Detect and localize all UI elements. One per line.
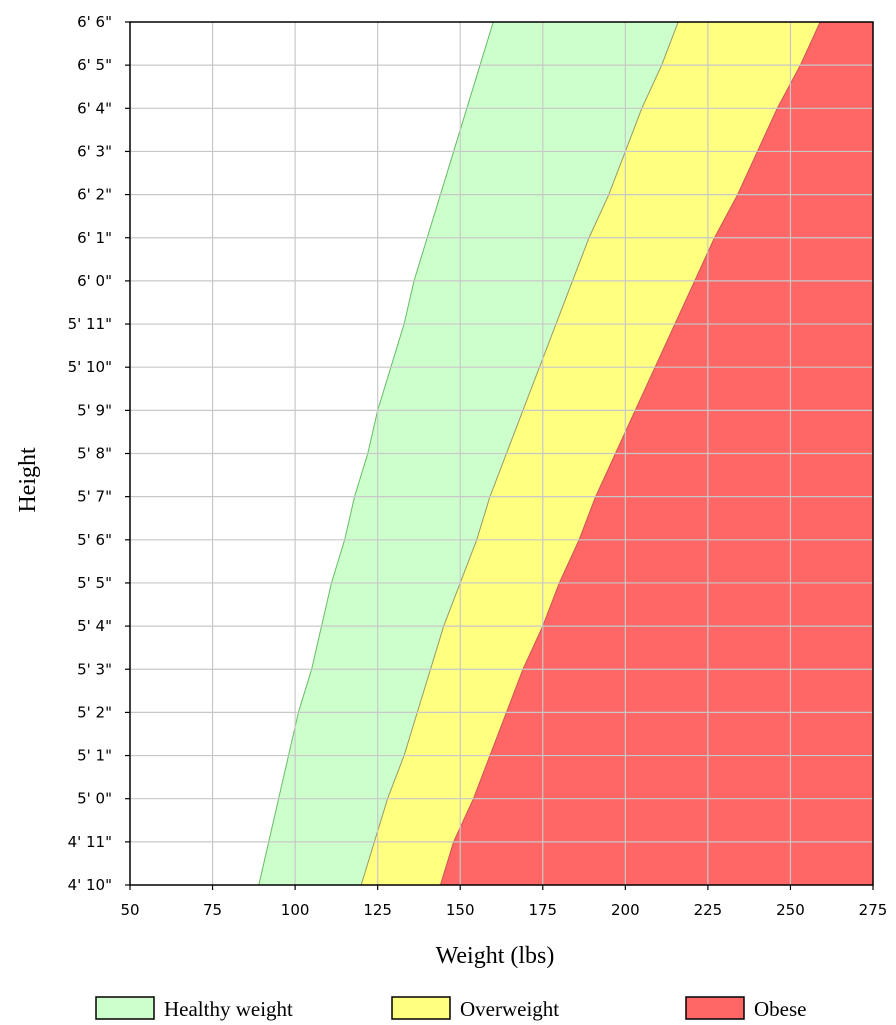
x-tick-label: 50 <box>120 901 139 919</box>
x-tick-label: 75 <box>203 901 222 919</box>
y-tick-label: 6' 3" <box>77 142 112 160</box>
x-tick-label: 100 <box>281 901 310 919</box>
y-tick-label: 6' 0" <box>77 272 112 290</box>
y-axis-title: Height <box>15 447 41 513</box>
y-tick-label: 6' 6" <box>77 13 112 31</box>
legend-item: Overweight <box>391 996 559 1021</box>
legend-swatch <box>391 996 451 1020</box>
y-tick-label: 6' 1" <box>77 229 112 247</box>
legend-item: Healthy weight <box>95 996 293 1021</box>
y-tick-label: 5' 3" <box>77 660 112 678</box>
y-tick-label: 6' 2" <box>77 186 112 204</box>
legend-label: Healthy weight <box>164 997 293 1021</box>
y-tick-label: 5' 11" <box>68 315 112 333</box>
legend-swatch <box>95 996 155 1020</box>
legend-item: Obese <box>685 996 806 1021</box>
y-tick-label: 5' 4" <box>77 617 112 635</box>
legend-swatch <box>685 996 745 1020</box>
x-axis-title: Weight (lbs) <box>436 943 555 969</box>
y-tick-label: 5' 6" <box>77 531 112 549</box>
x-tick-labels: 50 75 100 125 150 175 200 225 250 275 <box>120 885 887 919</box>
x-tick-label: 200 <box>611 901 640 919</box>
y-tick-label: 5' 9" <box>77 401 112 419</box>
y-tick-label: 5' 0" <box>77 790 112 808</box>
y-tick-label: 5' 7" <box>77 488 112 506</box>
y-tick-label: 6' 4" <box>77 99 112 117</box>
legend-label: Obese <box>754 997 806 1021</box>
y-tick-label: 5' 2" <box>77 703 112 721</box>
x-tick-label: 225 <box>694 901 723 919</box>
chart-grid <box>130 22 873 885</box>
y-tick-labels: 4' 10" 4' 11" 5' 0" 5' 1" 5' 2" 5' 3" 5' 4" 5' … <box>68 13 130 894</box>
y-tick-label: 5' 1" <box>77 747 112 765</box>
x-tick-label: 250 <box>776 901 805 919</box>
y-tick-label: 6' 5" <box>77 56 112 74</box>
x-tick-label: 175 <box>528 901 557 919</box>
y-tick-label: 4' 10" <box>68 876 112 894</box>
x-tick-label: 275 <box>859 901 888 919</box>
legend-label: Overweight <box>460 997 559 1021</box>
y-tick-label: 5' 8" <box>77 445 112 463</box>
legend: Healthy weight Overweight Obese <box>95 996 806 1021</box>
y-tick-label: 5' 5" <box>77 574 112 592</box>
x-tick-label: 125 <box>363 901 392 919</box>
x-tick-label: 150 <box>446 901 475 919</box>
y-tick-label: 5' 10" <box>68 358 112 376</box>
y-tick-label: 4' 11" <box>68 833 112 851</box>
